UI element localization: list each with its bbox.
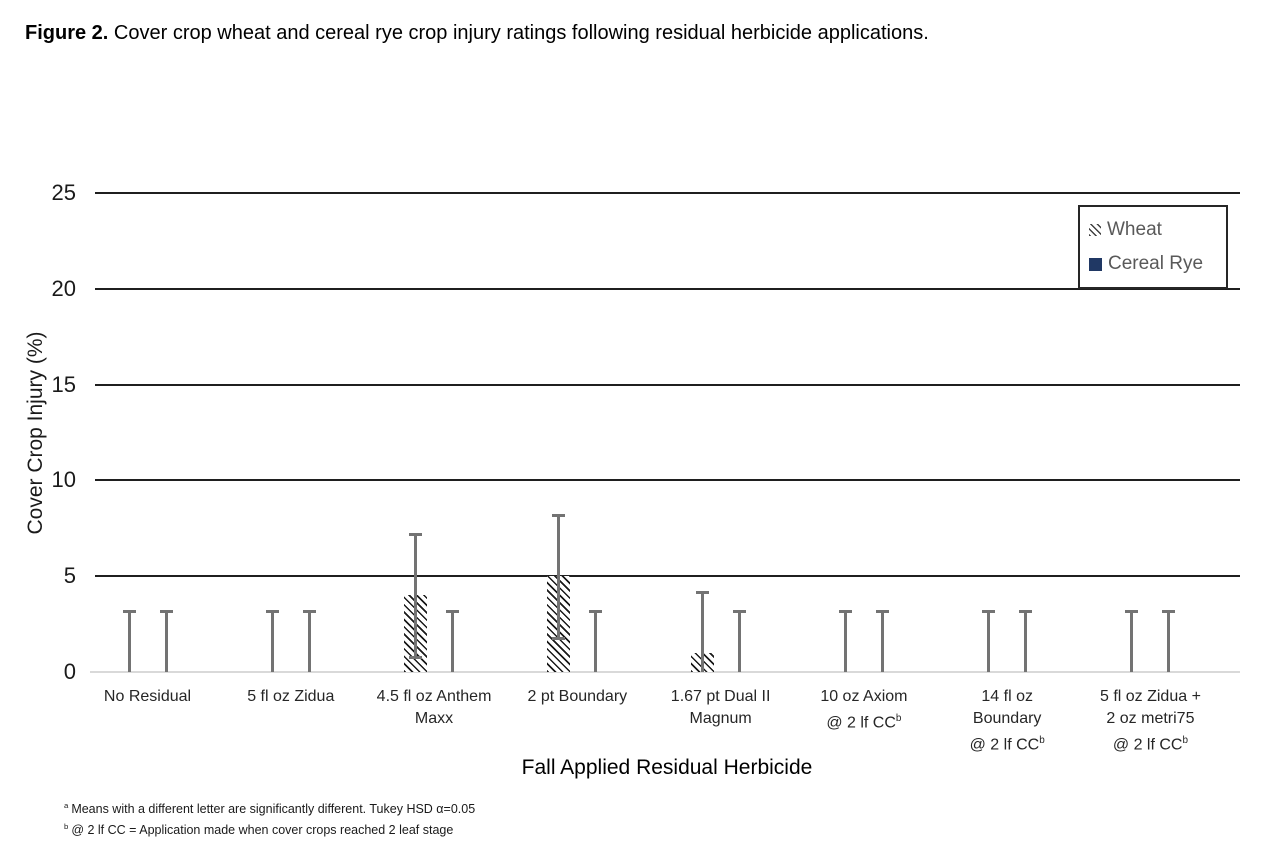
error-bar: [1024, 610, 1028, 672]
error-bar-cap: [265, 609, 279, 613]
error-bar-cap: [409, 655, 423, 659]
x-category-label: 5 fl oz Zidua +2 oz metri75 @ 2 lf CCb: [1099, 688, 1201, 754]
error-bar-cap: [838, 609, 852, 613]
error-bar: [737, 610, 741, 672]
footnote-a-text: Means with a different letter are signif…: [71, 802, 476, 817]
gridline: [95, 383, 1240, 386]
gridline: [95, 287, 1240, 290]
error-bar-cap: [409, 533, 423, 537]
footnote-b-text: @ 2 lf CC = Application made when cover …: [71, 823, 454, 838]
legend-label-wheat: Wheat: [1107, 219, 1162, 240]
legend-label-cereal-rye: Cereal Rye: [1108, 253, 1204, 274]
figure-caption-text: Cover crop wheat and cereal rye crop inj…: [113, 22, 929, 44]
error-bar-cap: [159, 609, 173, 613]
error-bar-cap: [732, 609, 746, 613]
x-category-label: 14 fl oz Boundary @ 2 lf CCb: [969, 688, 1045, 754]
error-bar: [880, 610, 884, 672]
y-tick-label: 15: [51, 371, 76, 397]
error-bar: [307, 610, 311, 672]
error-bar-cap: [589, 609, 603, 613]
error-bar-cap: [982, 609, 996, 613]
y-tick-label: 20: [51, 275, 76, 301]
y-axis-title: Cover Crop Injury (%): [24, 331, 47, 535]
y-tick-label: 25: [51, 180, 76, 205]
cereal-rye-swatch-icon: [1089, 257, 1102, 271]
error-bar-cap: [695, 590, 709, 594]
wheat-hatch-swatch-icon: [1089, 224, 1101, 236]
error-bar: [451, 610, 455, 672]
x-axis-title: Fall Applied Residual Herbicide: [521, 756, 813, 779]
y-tick-label: 0: [63, 659, 76, 684]
error-bar-cap: [1162, 609, 1176, 613]
footnote-b: b @ 2 lf CC = Application made when cover…: [64, 818, 475, 839]
error-bar-cap: [302, 609, 316, 613]
x-category-label: 10 oz Axiom @ 2 lf CCb: [820, 688, 908, 732]
x-category-label: 2 pt Boundary: [527, 688, 628, 705]
x-category-label: 5 fl oz Zidua: [247, 688, 335, 705]
error-bar: [270, 610, 274, 672]
error-bar-cap: [122, 609, 136, 613]
error-bar: [987, 610, 991, 672]
figure-caption-label: Figure 2.: [25, 22, 109, 44]
error-bar-cap: [552, 636, 566, 640]
y-tick-label: 10: [51, 467, 76, 493]
footnotes: a Means with a different letter are signi…: [64, 797, 475, 839]
gridline: [95, 192, 1240, 194]
error-bar: [700, 591, 704, 672]
error-bar: [127, 610, 131, 672]
error-bar-cap: [1125, 609, 1139, 613]
footnote-a-marker: a: [64, 801, 69, 810]
chart-legend: Wheat Cereal Rye: [1078, 205, 1228, 289]
gridline: [95, 479, 1240, 482]
error-bar: [557, 514, 561, 638]
error-bar: [1130, 610, 1134, 672]
error-bar-cap: [1019, 609, 1033, 613]
error-bar: [843, 610, 847, 672]
footnote-b-marker: b: [64, 822, 69, 832]
error-bar: [164, 610, 168, 672]
footnote-a: a Means with a different letter are signi…: [64, 797, 475, 818]
error-bar: [414, 534, 418, 657]
gridline: [95, 575, 1240, 578]
x-category-label: 4.5 fl oz Anthem Maxx: [376, 688, 492, 727]
figure-caption: Figure 2. Cover crop wheat and cereal ry…: [25, 22, 929, 45]
error-bar: [594, 610, 598, 672]
x-category-label: No Residual: [103, 688, 192, 705]
error-bar-cap: [446, 609, 460, 613]
error-bar-cap: [552, 513, 566, 517]
x-category-label: 1.67 pt Dual II Magnum: [670, 688, 771, 727]
y-tick-label: 5: [63, 563, 76, 589]
legend-item-cereal-rye: Cereal Rye: [1089, 253, 1226, 275]
legend-item-wheat: Wheat: [1089, 219, 1226, 241]
error-bar-cap: [875, 609, 889, 613]
x-axis-baseline: [90, 671, 1240, 673]
error-bar: [1167, 610, 1171, 672]
